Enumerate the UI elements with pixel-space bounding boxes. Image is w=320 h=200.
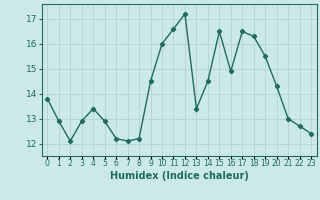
X-axis label: Humidex (Indice chaleur): Humidex (Indice chaleur) bbox=[110, 171, 249, 181]
